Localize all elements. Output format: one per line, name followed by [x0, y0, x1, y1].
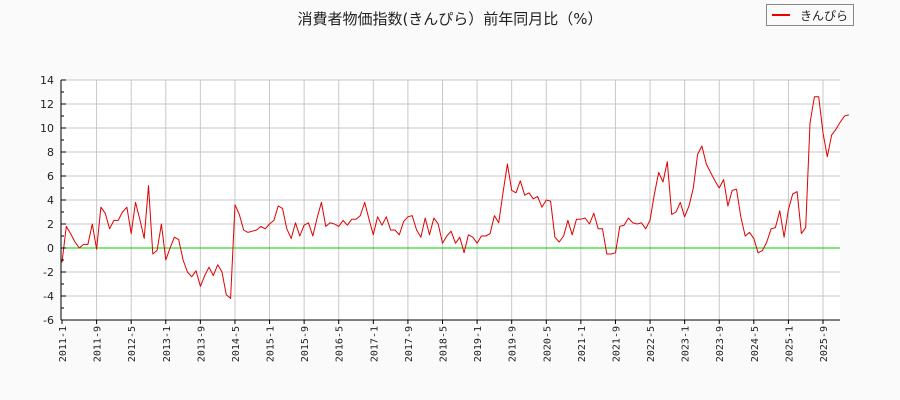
x-tick-label: 2013-1 [162, 326, 173, 362]
grid-lines [61, 79, 840, 320]
x-tick-label: 2014-5 [231, 326, 242, 362]
x-tick-label: 2012-5 [127, 326, 138, 362]
x-axis-ticks: 2011-1 2011-9 2012-5 2013-1 2013-9 2014-5 2015… [58, 320, 830, 362]
x-tick-label: 2011-9 [93, 326, 104, 362]
x-tick-label: 2017-1 [369, 326, 380, 362]
y-tick-label: 10 [40, 122, 54, 135]
x-tick-label: 2021-1 [577, 326, 588, 362]
y-tick-label: 12 [40, 98, 54, 111]
y-tick-label: -6 [43, 314, 54, 327]
y-tick-label: 14 [40, 74, 54, 87]
x-tick-label: 2023-1 [681, 326, 692, 362]
x-tick-label: 2020-5 [542, 326, 553, 362]
chart-title: 消費者物価指数(きんぴら）前年同月比（%） [297, 10, 603, 28]
x-tick-label: 2025-1 [784, 326, 795, 362]
x-tick-label: 2023-9 [715, 326, 726, 362]
legend: きんぴら [766, 4, 854, 26]
legend-line-swatch [772, 14, 790, 16]
series-line [61, 96, 850, 299]
y-tick-label: 0 [47, 242, 54, 255]
x-tick-label: 2025-9 [819, 326, 830, 362]
x-tick-label: 2021-9 [611, 326, 622, 362]
x-tick-label: 2024-5 [750, 326, 761, 362]
y-tick-label: 6 [47, 170, 54, 183]
series-polyline [61, 96, 850, 299]
y-tick-label: -4 [43, 290, 54, 303]
x-tick-label: 2022-5 [646, 326, 657, 362]
x-tick-label: 2018-5 [439, 326, 450, 362]
x-tick-label: 2013-9 [196, 326, 207, 362]
x-tick-label: 2019-1 [473, 326, 484, 362]
x-tick-label: 2017-9 [404, 326, 415, 362]
x-tick-label: 2015-9 [300, 326, 311, 362]
legend-label: きんぴら [800, 8, 849, 23]
y-tick-label: 8 [47, 146, 54, 159]
x-tick-label: 2019-9 [508, 326, 519, 362]
x-tick-label: 2016-5 [335, 326, 346, 362]
y-tick-label: -2 [43, 266, 54, 279]
y-axis-ticks: -6 -4 -2 0 2 4 6 8 10 12 14 [40, 74, 66, 327]
x-tick-label: 2011-1 [58, 326, 69, 362]
x-tick-label: 2015-1 [266, 326, 277, 362]
y-tick-label: 2 [47, 218, 54, 231]
y-tick-label: 4 [47, 194, 54, 207]
